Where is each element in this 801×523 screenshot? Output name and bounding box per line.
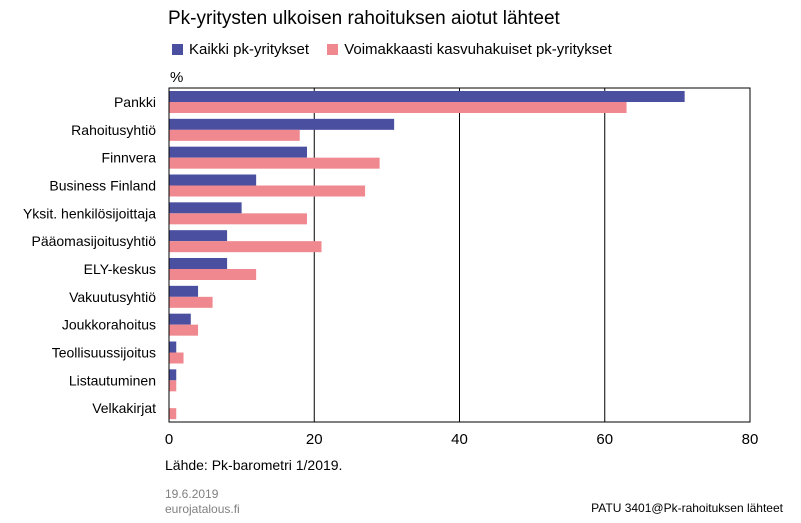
axis-unit-label: % (170, 69, 184, 86)
source-note: Lähde: Pk-barometri 1/2019. (165, 457, 343, 473)
category-label-9: Teollisuussijoitus (52, 344, 156, 360)
x-tick-label-80: 80 (742, 431, 759, 448)
bar-all-9 (169, 341, 177, 353)
category-label-3: Business Finland (49, 177, 156, 193)
category-label-4: Yksit. henkilösijoittaja (23, 205, 156, 221)
plot-frame (168, 87, 751, 423)
bar-all-1 (169, 118, 395, 130)
bar-growth-11 (169, 408, 177, 420)
bar-growth-8 (169, 324, 199, 336)
bar-all-6 (169, 258, 228, 269)
chart-title: Pk-yritysten ulkoisen rahoituksen aiotut… (168, 8, 560, 29)
legend-label-all: Kaikki pk-yritykset (189, 41, 310, 58)
chart-id: PATU 3401@Pk-rahoituksen lähteet (591, 501, 783, 515)
legend-item-growth: Voimakkaasti kasvuhakuiset pk-yritykset (327, 41, 612, 58)
legend-swatch-all (172, 44, 183, 55)
category-label-1: Rahoitusyhtiö (71, 122, 156, 138)
site-name: eurojatalous.fi (165, 502, 240, 516)
bar-growth-3 (169, 185, 366, 197)
bar-all-5 (169, 230, 228, 242)
legend: Kaikki pk-yritykset Voimakkaasti kasvuha… (172, 41, 626, 59)
bar-all-0 (169, 91, 685, 102)
bar-growth-1 (169, 129, 300, 141)
bar-growth-10 (169, 380, 177, 392)
category-label-0: Pankki (114, 94, 156, 110)
legend-label-growth: Voimakkaasti kasvuhakuiset pk-yritykset (344, 41, 612, 58)
bar-growth-5 (169, 241, 322, 253)
bar-growth-4 (169, 213, 307, 225)
x-tick-label-20: 20 (306, 431, 323, 448)
bar-all-10 (169, 369, 177, 381)
category-label-5: Pääomasijoitusyhtiö (31, 233, 156, 249)
bar-growth-2 (169, 157, 380, 169)
category-label-6: ELY-keskus (84, 261, 156, 277)
category-label-11: Velkakirjat (92, 400, 156, 416)
publish-date: 19.6.2019 (165, 487, 219, 501)
category-label-8: Joukkorahoitus (62, 317, 156, 333)
bar-growth-6 (169, 269, 257, 280)
x-tick-label-40: 40 (451, 431, 468, 448)
category-label-7: Vakuutusyhtiö (69, 289, 156, 305)
bar-all-3 (169, 174, 257, 186)
bar-all-8 (169, 313, 191, 325)
bar-growth-9 (169, 352, 184, 364)
bar-growth-0 (169, 102, 627, 113)
bar-growth-7 (169, 296, 213, 308)
legend-item-all: Kaikki pk-yritykset (172, 41, 309, 58)
category-label-10: Listautuminen (69, 372, 156, 388)
category-label-2: Finnvera (102, 150, 157, 166)
bar-all-4 (169, 202, 242, 214)
legend-swatch-growth (327, 44, 339, 55)
bar-all-2 (169, 146, 307, 158)
x-tick-label-60: 60 (596, 431, 613, 448)
bar-all-7 (169, 285, 199, 297)
x-tick-label-0: 0 (165, 431, 173, 448)
